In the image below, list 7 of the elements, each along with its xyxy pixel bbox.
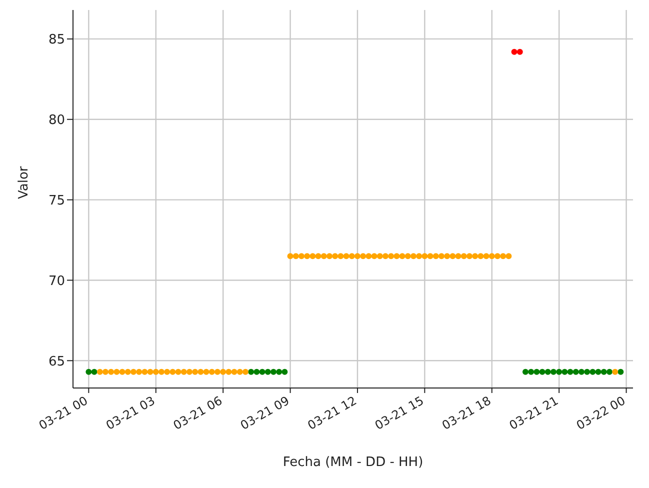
y-axis-title: Valor (16, 166, 32, 199)
x-axis-title: Fecha (MM - DD - HH) (282, 455, 424, 470)
y-tick-label: 70 (48, 274, 65, 289)
y-tick-label: 75 (48, 193, 65, 208)
y-tick-label: 85 (48, 32, 65, 48)
y-tick-label: 65 (48, 354, 65, 370)
y-tick-label: 80 (48, 112, 65, 128)
